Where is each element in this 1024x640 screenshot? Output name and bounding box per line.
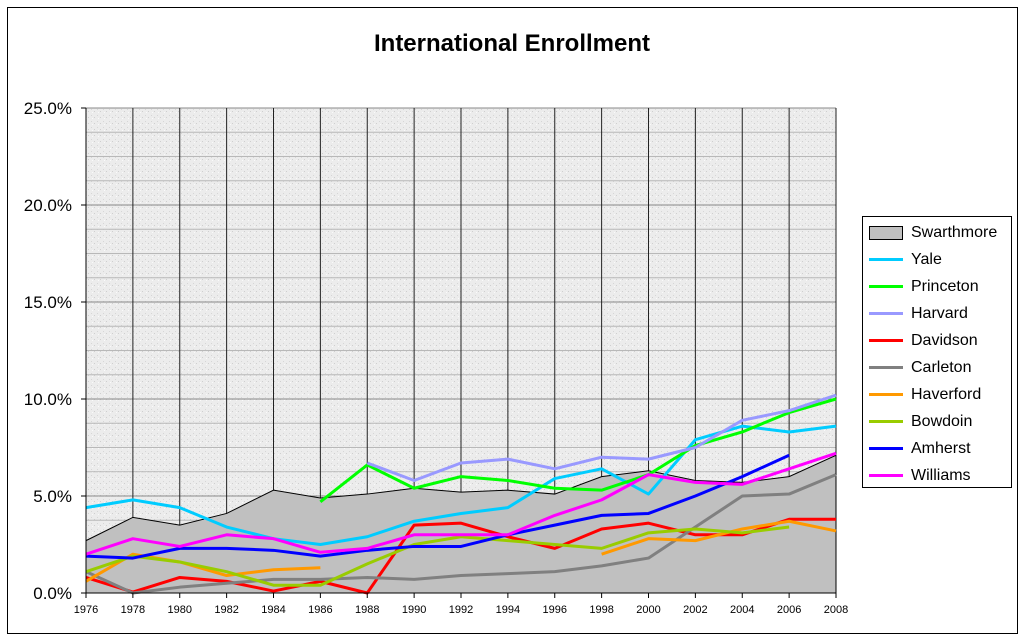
- y-tick-label: 5.0%: [33, 487, 72, 506]
- legend-item-swarthmore: Swarthmore: [869, 219, 997, 246]
- x-tick-label: 1976: [74, 604, 98, 616]
- y-tick-label: 20.0%: [24, 196, 72, 215]
- x-tick-label: 1996: [543, 604, 567, 616]
- series-line-carleton: [85, 473, 837, 595]
- y-tick-label: 0.0%: [33, 584, 72, 603]
- x-tick-label: 2002: [683, 604, 707, 616]
- legend-item-bowdoin: Bowdoin: [869, 408, 972, 435]
- legend-swatch: [869, 339, 903, 342]
- legend-item-harvard: Harvard: [869, 300, 968, 327]
- series-line-williams: [85, 451, 837, 556]
- legend-swatch: [869, 420, 903, 423]
- legend-item-haverford: Haverford: [869, 381, 981, 408]
- legend-item-carleton: Carleton: [869, 354, 971, 381]
- legend-swatch: [869, 285, 903, 288]
- legend-item-princeton: Princeton: [869, 273, 979, 300]
- chart-title: International Enrollment: [373, 30, 651, 57]
- x-tick-label: 1986: [308, 604, 332, 616]
- x-tick-label: 2006: [777, 604, 801, 616]
- legend-label: Amherst: [911, 439, 971, 457]
- legend-label: Williams: [911, 466, 971, 484]
- y-tick-label: 10.0%: [24, 390, 72, 409]
- x-tick-label: 1984: [261, 604, 285, 616]
- legend-item-davidson: Davidson: [869, 327, 978, 354]
- legend: Swarthmore Yale Princeton Harvard Davidson Ca…: [862, 216, 1012, 488]
- legend-label: Swarthmore: [911, 223, 998, 241]
- legend-swatch: [869, 474, 903, 477]
- x-tick-label: 1988: [355, 604, 379, 616]
- legend-label: Harvard: [911, 304, 968, 322]
- x-tick-label: 1990: [402, 604, 426, 616]
- legend-label: Princeton: [911, 277, 979, 295]
- x-tick-label: 1994: [496, 604, 520, 616]
- legend-item-amherst: Amherst: [869, 435, 971, 462]
- legend-label: Carleton: [911, 358, 972, 376]
- legend-swatch: [869, 393, 903, 396]
- legend-swatch: [869, 225, 903, 240]
- series-line-princeton: [319, 397, 837, 503]
- series-line-yale: [85, 424, 837, 546]
- legend-swatch: [869, 447, 903, 450]
- series-line-harvard: [366, 393, 837, 482]
- x-tick-label: 2004: [730, 604, 754, 616]
- legend-label: Bowdoin: [911, 412, 973, 430]
- legend-label: Yale: [911, 250, 942, 268]
- series-line-amherst: [85, 453, 790, 560]
- legend-label: Haverford: [911, 385, 982, 403]
- legend-item-yale: Yale: [869, 246, 942, 273]
- x-tick-label: 1992: [449, 604, 473, 616]
- x-tick-label: 1998: [589, 604, 613, 616]
- x-tick-label: 2008: [824, 604, 848, 616]
- legend-item-williams: Williams: [869, 462, 971, 489]
- x-tick-label: 1982: [214, 604, 238, 616]
- x-tick-label: 2000: [636, 604, 660, 616]
- legend-swatch: [869, 258, 903, 261]
- series-line-davidson: [85, 517, 836, 595]
- y-tick-label: 15.0%: [24, 293, 72, 312]
- x-tick-label: 1980: [168, 604, 192, 616]
- x-tick-label: 1978: [121, 604, 145, 616]
- y-tick-label: 25.0%: [24, 99, 72, 118]
- legend-label: Davidson: [911, 331, 978, 349]
- series-line-bowdoin: [85, 525, 790, 587]
- legend-swatch: [869, 312, 903, 315]
- legend-swatch: [869, 366, 903, 369]
